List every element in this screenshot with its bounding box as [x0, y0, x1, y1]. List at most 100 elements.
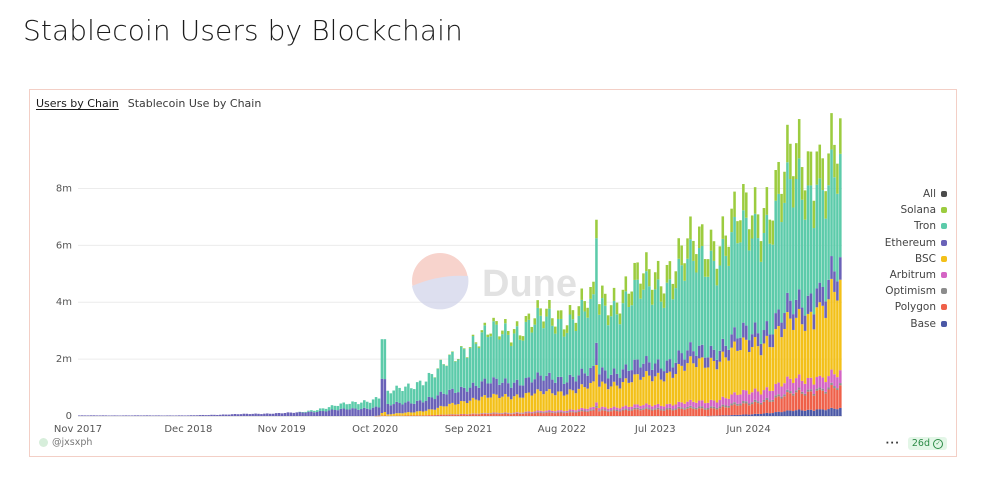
tab-stablecoin-use-by-chain[interactable]: Stablecoin Use by Chain	[127, 97, 262, 110]
bar-segment-solana	[709, 229, 713, 251]
bar-segment-tron	[774, 200, 777, 314]
bar-segment-base	[736, 414, 739, 416]
legend-item-all[interactable]: All	[885, 186, 947, 202]
bar-segment-base	[733, 414, 736, 416]
author-name[interactable]: @jxsxph	[52, 437, 93, 448]
bar-segment-ethereum	[277, 413, 281, 416]
bar-segment-arbitrum	[777, 382, 780, 395]
bar-segment-tron	[407, 383, 410, 402]
bar-segment-ethereum	[836, 281, 839, 301]
bar-segment-solana	[712, 241, 716, 261]
bar-segment-solana	[797, 119, 801, 159]
bar-segment-solana	[786, 124, 789, 163]
bar-segment-ethereum	[389, 405, 393, 415]
refresh-age-badge[interactable]: 26d ✓	[907, 437, 947, 450]
bar-segment-optimism	[492, 413, 495, 414]
bar-segment-tron	[818, 178, 822, 283]
bar-segment-tron	[559, 318, 563, 377]
bar-segment-ethereum	[718, 350, 722, 362]
bar-segment-tron	[651, 304, 654, 370]
bar-segment-arbitrum	[759, 394, 763, 403]
bar-segment-optimism	[774, 395, 777, 398]
bar-segment-polygon	[783, 396, 786, 412]
chart-tabs: Users by Chain Stablecoin Use by Chain	[36, 97, 261, 110]
bar-segment-tron	[830, 149, 833, 257]
bar-segment-ethereum	[768, 334, 772, 348]
chart-card: Users by Chain Stablecoin Use by Chain 0…	[29, 89, 957, 457]
x-tick-label: Nov 2017	[54, 424, 102, 435]
bar-segment-arbitrum	[700, 400, 704, 407]
bar-segment-bsc	[733, 341, 736, 393]
bar-segment-tron	[398, 387, 401, 404]
bar-segment-tron	[368, 402, 372, 410]
bar-segment-tron	[639, 298, 642, 368]
bar-segment-optimism	[504, 412, 507, 414]
bar-segment-solana	[595, 219, 598, 239]
legend-item-polygon[interactable]: Polygon	[885, 299, 947, 315]
bar-segment-polygon	[424, 415, 428, 416]
bar-segment-tron	[307, 410, 310, 412]
bar-segment-ethereum	[542, 380, 545, 395]
bar-segment-arbitrum	[736, 394, 739, 404]
bar-segment-ethereum	[360, 409, 363, 416]
legend-item-optimism[interactable]: Optimism	[885, 283, 947, 299]
bar-segment-tron	[683, 280, 686, 360]
legend-item-arbitrum[interactable]: Arbitrum	[885, 267, 947, 283]
bar-segment-solana	[471, 334, 475, 337]
bar-segment-ethereum	[310, 411, 313, 416]
legend-item-bsc[interactable]: BSC	[885, 251, 947, 267]
bar-segment-arbitrum	[686, 401, 689, 407]
bar-segment-solana	[700, 224, 704, 246]
bar-segment-optimism	[630, 409, 633, 411]
bar-segment-bsc	[509, 399, 513, 414]
bar-segment-optimism	[821, 388, 824, 391]
bar-segment-tron	[460, 346, 463, 387]
bar-segment-optimism	[651, 409, 654, 411]
bar-segment-optimism	[636, 407, 639, 410]
bar-segment-ethereum	[263, 413, 266, 416]
legend-item-base[interactable]: Base	[885, 316, 947, 332]
bar-segment-polygon	[468, 414, 472, 416]
bar-segment-base	[800, 410, 804, 416]
bar-segment-ethereum	[260, 414, 263, 416]
bar-segment-polygon	[556, 412, 560, 416]
bar-segment-tron	[486, 337, 489, 384]
bar-segment-tron	[424, 381, 428, 401]
bar-segment-tron	[839, 153, 842, 258]
x-tick-label: Jul 2023	[634, 424, 676, 435]
bar-segment-bsc	[618, 388, 622, 409]
bar-segment-polygon	[689, 407, 692, 416]
bar-segment-optimism	[745, 401, 748, 404]
legend-item-solana[interactable]: Solana	[885, 202, 947, 218]
bar-segment-ethereum	[789, 300, 792, 319]
bar-segment-bsc	[592, 381, 595, 407]
bar-segment-arbitrum	[818, 375, 822, 388]
bar-segment-polygon	[633, 409, 636, 416]
bar-segment-ethereum	[480, 381, 484, 397]
bar-segment-polygon	[733, 404, 736, 415]
bar-segment-optimism	[665, 408, 669, 410]
bar-segment-solana	[718, 246, 722, 266]
legend-item-ethereum[interactable]: Ethereum	[885, 235, 947, 251]
bar-segment-solana	[586, 307, 589, 318]
bar-segment-bsc	[674, 373, 678, 405]
bar-segment-arbitrum	[518, 412, 522, 414]
bar-segment-bsc	[653, 376, 657, 405]
bar-segment-optimism	[742, 400, 745, 404]
bar-segment-tron	[571, 319, 575, 377]
bar-segment-tron	[745, 217, 748, 326]
bar-segment-polygon	[574, 412, 578, 416]
bar-segment-bsc	[415, 411, 419, 416]
bar-segment-solana	[818, 144, 822, 179]
bar-segment-bsc	[392, 413, 395, 416]
more-options-button[interactable]: ···	[885, 438, 900, 449]
bar-segment-polygon	[586, 411, 589, 416]
bar-segment-polygon	[745, 403, 748, 415]
bar-segment-tron	[439, 359, 442, 392]
legend-item-tron[interactable]: Tron	[885, 218, 947, 234]
bar-segment-arbitrum	[753, 388, 757, 400]
tab-users-by-chain[interactable]: Users by Chain	[36, 97, 119, 110]
bar-segment-ethereum	[601, 367, 604, 382]
bar-segment-solana	[668, 261, 672, 280]
bar-segment-solana	[671, 283, 675, 300]
